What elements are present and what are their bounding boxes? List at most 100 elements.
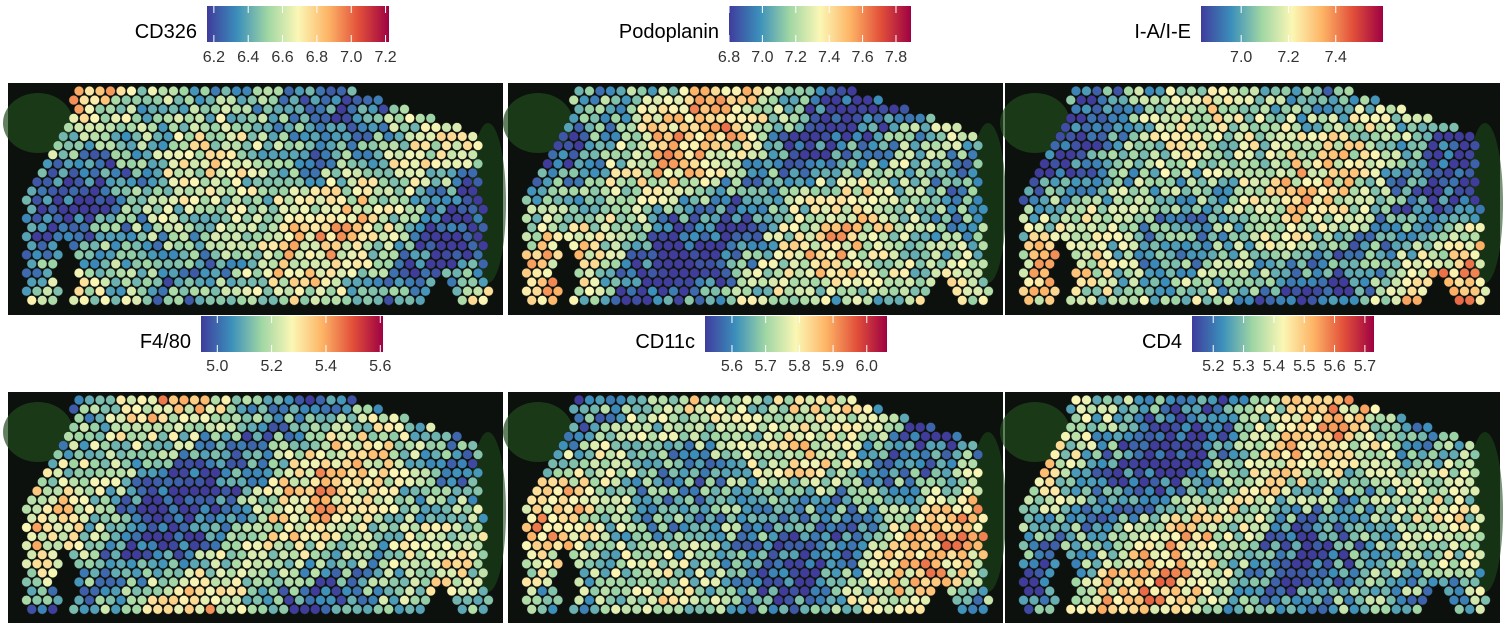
spot	[590, 114, 600, 124]
spot	[700, 286, 710, 296]
spot	[158, 86, 168, 96]
spot	[295, 504, 305, 514]
spot	[79, 241, 89, 251]
spot	[968, 186, 978, 196]
spot	[1397, 250, 1407, 260]
spot	[684, 259, 694, 269]
spot	[379, 214, 389, 224]
spot	[648, 141, 658, 151]
spot	[1087, 223, 1097, 233]
colorbar-tick-label: 7.4	[818, 49, 840, 66]
spot	[195, 277, 205, 287]
spot	[532, 577, 542, 587]
spot	[889, 486, 899, 496]
spot	[1208, 177, 1218, 187]
spot	[279, 550, 289, 560]
spot	[478, 586, 488, 596]
spot	[473, 577, 483, 587]
spot	[1171, 186, 1181, 196]
spot	[258, 550, 268, 560]
spot	[58, 168, 68, 178]
spot	[663, 441, 673, 451]
spot	[74, 595, 84, 605]
spot	[1218, 268, 1228, 278]
spot	[226, 495, 236, 505]
spot	[721, 268, 731, 278]
spot	[400, 268, 410, 278]
spot	[574, 577, 584, 587]
spot	[111, 423, 121, 433]
spot	[931, 450, 941, 460]
spot	[1339, 223, 1349, 233]
spot	[1255, 205, 1265, 215]
spot	[1050, 250, 1060, 260]
spot	[1313, 177, 1323, 187]
spot	[295, 268, 305, 278]
spot	[1323, 159, 1333, 169]
spot	[279, 605, 289, 615]
spot	[1271, 141, 1281, 151]
spot	[842, 550, 852, 560]
spot	[590, 532, 600, 542]
spot	[695, 514, 705, 524]
spot	[947, 550, 957, 560]
spot	[747, 241, 757, 251]
spot	[574, 541, 584, 551]
spot	[300, 205, 310, 215]
spot	[758, 205, 768, 215]
spot	[663, 495, 673, 505]
spot	[1097, 259, 1107, 269]
spot	[663, 95, 673, 105]
spot	[863, 514, 873, 524]
spot	[616, 468, 626, 478]
spot	[921, 268, 931, 278]
spot	[137, 577, 147, 587]
spot	[837, 250, 847, 260]
spot	[116, 250, 126, 260]
spot	[1386, 268, 1396, 278]
spot	[195, 241, 205, 251]
spot	[74, 577, 84, 587]
spot	[1129, 95, 1139, 105]
spot	[137, 541, 147, 551]
spot	[358, 504, 368, 514]
spot	[842, 241, 852, 251]
spot	[921, 595, 931, 605]
spot	[978, 259, 988, 269]
spot	[1381, 259, 1391, 269]
spot	[106, 250, 116, 260]
spot	[1344, 159, 1354, 169]
spot	[1449, 123, 1459, 133]
spot	[826, 104, 836, 114]
spot	[237, 277, 247, 287]
spot	[852, 95, 862, 105]
spot	[431, 468, 441, 478]
spot	[22, 232, 32, 242]
spot	[747, 514, 757, 524]
spot	[595, 123, 605, 133]
spot	[111, 168, 121, 178]
spot	[747, 150, 757, 160]
spot	[863, 168, 873, 178]
spot	[537, 514, 547, 524]
spot	[226, 150, 236, 160]
spot	[200, 177, 210, 187]
spot	[910, 123, 920, 133]
spot	[53, 559, 63, 569]
spot	[600, 605, 610, 615]
spot	[247, 132, 257, 142]
colorbar	[729, 6, 911, 42]
spot	[753, 541, 763, 551]
spot	[431, 141, 441, 151]
spot	[326, 104, 336, 114]
spot	[684, 95, 694, 105]
spot	[1223, 205, 1233, 215]
spot	[642, 404, 652, 414]
spot	[700, 595, 710, 605]
spot	[69, 114, 79, 124]
spot	[352, 296, 362, 306]
spot	[1255, 241, 1265, 251]
spot	[90, 205, 100, 215]
panel: Podoplanin6.87.07.27.47.67.8	[503, 6, 1006, 315]
spot	[1334, 214, 1344, 224]
